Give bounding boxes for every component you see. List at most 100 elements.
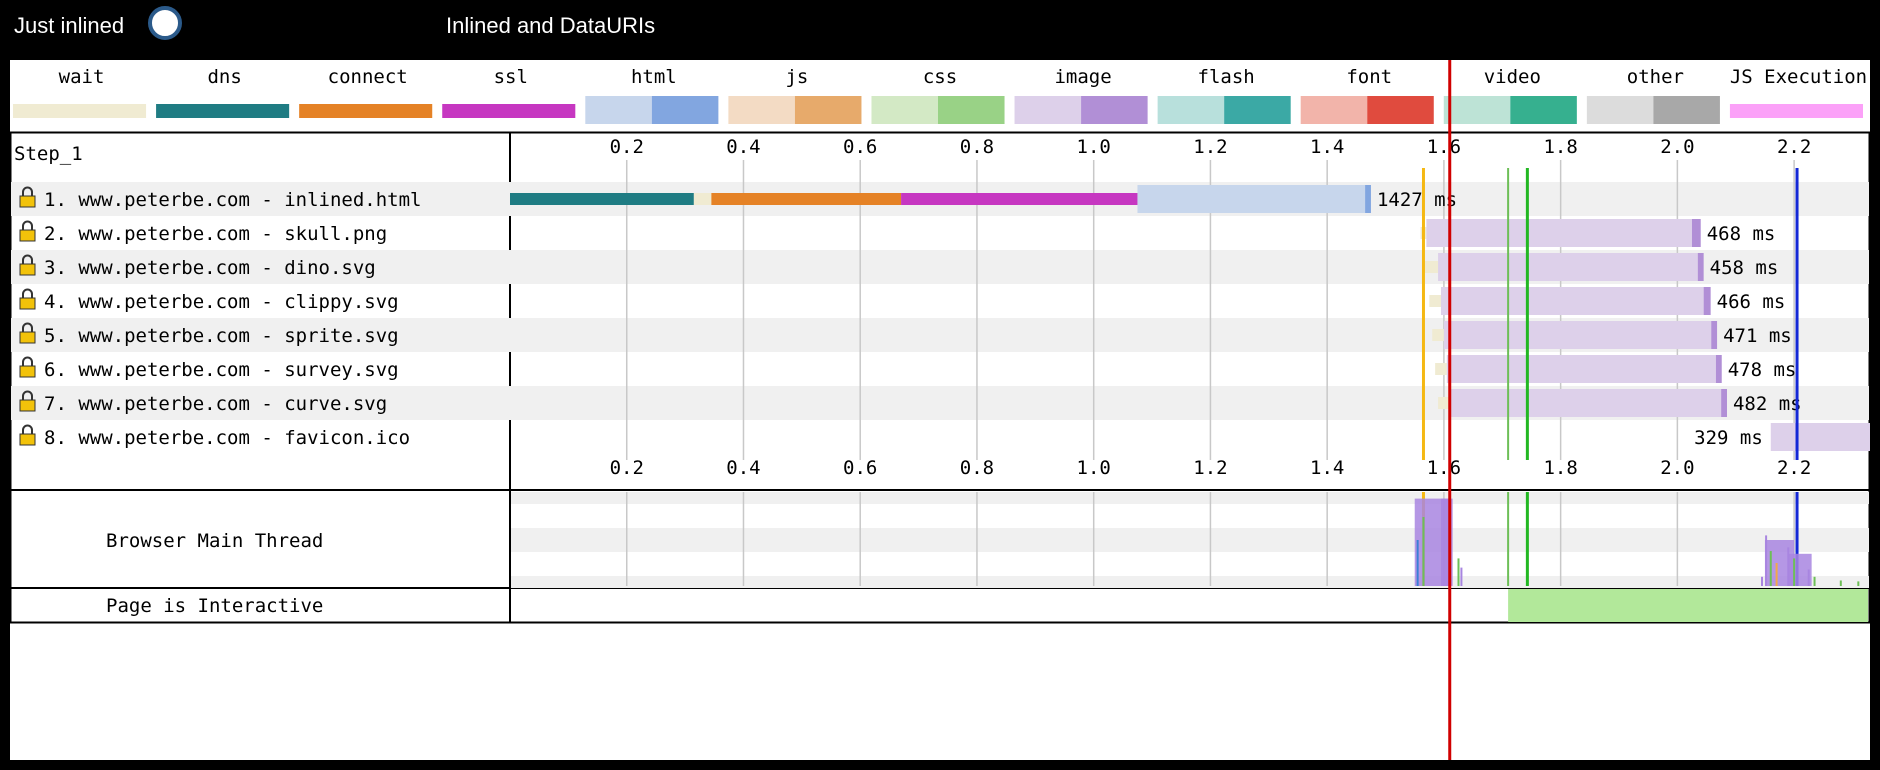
request-ttfb-bar — [1449, 389, 1722, 417]
thread-label: Browser Main Thread — [106, 530, 323, 552]
request-label: 7. www.peterbe.com - curve.svg — [44, 393, 387, 415]
lock-icon — [19, 331, 36, 344]
request-download-bar — [1365, 185, 1371, 213]
tick-label-top: 0.6 — [843, 136, 877, 158]
tick-label-bottom: 0.2 — [610, 457, 644, 479]
phase-wait — [1432, 329, 1444, 341]
tick-label-bottom: 0.4 — [726, 457, 760, 479]
request-label: 3. www.peterbe.com - dino.svg — [44, 257, 376, 279]
request-label: 6. www.peterbe.com - survey.svg — [44, 359, 399, 381]
legend-label: flash — [1198, 66, 1255, 88]
phase-connect — [711, 193, 902, 205]
legend-label: image — [1054, 66, 1111, 88]
legend-label: JS Execution — [1730, 66, 1867, 88]
legend-label: js — [785, 66, 808, 88]
just-inlined-label: Just inlined — [14, 13, 125, 38]
request-ttfb-bar — [1438, 253, 1698, 281]
legend-swatch-ttfb — [1443, 96, 1511, 124]
legend-swatch-ttfb — [1014, 96, 1082, 124]
tick-label-bottom: 2.0 — [1660, 457, 1694, 479]
thread-stripe — [511, 528, 1869, 540]
duration-label: 471 ms — [1723, 325, 1792, 347]
waterfall-panel: wait dns connect ssl html js css image flash font… — [10, 60, 1870, 760]
phase-wait — [1438, 397, 1450, 409]
lock-icon — [19, 229, 36, 242]
tick-label-bottom: 2.2 — [1777, 457, 1811, 479]
tick-label-top: 1.6 — [1427, 136, 1461, 158]
legend-swatch — [442, 104, 576, 118]
request-download-bar — [1697, 253, 1704, 281]
tick-label-top: 0.8 — [960, 136, 994, 158]
request-download-bar — [1711, 321, 1718, 349]
thread-stripe — [511, 576, 1869, 588]
lock-icon-shackle — [22, 186, 33, 196]
duration-label: 466 ms — [1717, 291, 1786, 313]
top-header: Just inlined Inlined and DataURIs — [0, 0, 1880, 56]
request-download-bar — [1715, 355, 1722, 383]
phase-wait — [693, 193, 712, 205]
thread-activity — [1440, 498, 1453, 586]
request-download-bar — [1691, 219, 1701, 247]
tick-label-top: 0.4 — [726, 136, 760, 158]
interactive-label: Page is Interactive — [106, 595, 323, 617]
legend-swatch-ttfb — [1157, 96, 1225, 124]
legend-label: other — [1627, 66, 1684, 88]
waterfall-chart: wait dns connect ssl html js css image flash font… — [10, 60, 1870, 760]
tick-label-bottom: 0.6 — [843, 457, 877, 479]
request-download-bar — [1721, 389, 1727, 417]
legend-label: html — [631, 66, 677, 88]
request-ttfb-bar — [1443, 321, 1712, 349]
tick-label-top: 2.0 — [1660, 136, 1694, 158]
duration-label: 329 ms — [1694, 427, 1763, 449]
phase-wait — [1429, 295, 1441, 307]
legend-label: wait — [59, 66, 105, 88]
duration-label: 482 ms — [1733, 393, 1802, 415]
tick-label-bottom: 0.8 — [960, 457, 994, 479]
lock-icon — [19, 433, 36, 446]
legend-swatch-ttfb — [1300, 96, 1368, 124]
duration-label: 458 ms — [1710, 257, 1779, 279]
legend-swatch — [13, 104, 147, 118]
duration-label: 1427 ms — [1377, 189, 1457, 211]
tick-label-top: 2.2 — [1777, 136, 1811, 158]
thread-stripe — [511, 492, 1869, 504]
request-label: 5. www.peterbe.com - sprite.svg — [44, 325, 399, 347]
lock-icon — [19, 399, 36, 412]
legend-swatch-download — [1367, 96, 1434, 124]
legend-swatch-download — [1224, 96, 1291, 124]
lock-icon-shackle — [22, 288, 33, 298]
legend-swatch-ttfb — [1586, 96, 1654, 124]
legend-swatch — [1729, 104, 1863, 118]
request-label: 2. www.peterbe.com - skull.png — [44, 223, 387, 245]
legend-label: ssl — [494, 66, 528, 88]
legend-label: connect — [328, 66, 408, 88]
tick-label-bottom: 1.8 — [1543, 457, 1577, 479]
legend-swatch-download — [1081, 96, 1148, 124]
comparison-toggle[interactable] — [148, 6, 182, 40]
request-download-bar — [1703, 287, 1711, 315]
lock-icon — [19, 297, 36, 310]
phase-ssl — [901, 193, 1138, 205]
request-ttfb-bar — [1137, 185, 1366, 213]
request-label: 8. www.peterbe.com - favicon.ico — [44, 427, 410, 449]
tick-label-bottom: 1.2 — [1193, 457, 1227, 479]
request-label: 4. www.peterbe.com - clippy.svg — [44, 291, 399, 313]
legend-swatch — [156, 104, 290, 118]
legend-label: video — [1484, 66, 1541, 88]
request-ttfb-bar — [1446, 355, 1716, 383]
request-ttfb-bar — [1770, 423, 1870, 451]
legend-label: css — [923, 66, 957, 88]
lock-icon-shackle — [22, 356, 33, 366]
duration-label: 468 ms — [1707, 223, 1776, 245]
lock-icon-shackle — [22, 322, 33, 332]
tick-label-top: 1.8 — [1543, 136, 1577, 158]
lock-icon-shackle — [22, 390, 33, 400]
tick-label-top: 1.4 — [1310, 136, 1344, 158]
legend-swatch-download — [1653, 96, 1720, 124]
legend-swatch-download — [651, 96, 719, 124]
legend-swatch-download — [938, 96, 1005, 124]
tick-label-bottom: 1.6 — [1427, 457, 1461, 479]
phase-wait — [1435, 363, 1447, 375]
lock-icon-shackle — [22, 220, 33, 230]
tick-label-bottom: 1.4 — [1310, 457, 1344, 479]
